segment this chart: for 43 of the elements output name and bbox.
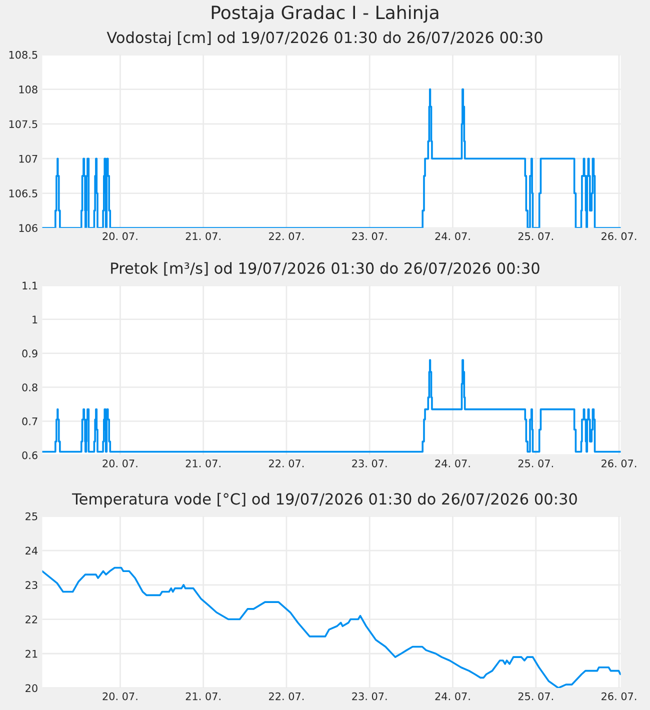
y-tick-label: 21 [26, 650, 38, 658]
x-tick-label: 26. 07. [602, 232, 636, 240]
x-tick-label: 23. 07. [352, 459, 387, 468]
y-tick-label: 106.5 [9, 189, 38, 198]
y-tick-label: 107 [19, 154, 38, 163]
x-tick-label: 23. 07. [352, 232, 387, 240]
x-tick-label: 26. 07. [602, 692, 636, 700]
chart-subtitle: Vodostaj [cm] od 19/07/2026 01:30 do 26/07/2026 00:30 [106, 31, 542, 46]
y-tick-label: 0.9 [22, 350, 38, 358]
y-tick-label: 0.8 [22, 383, 38, 392]
y-tick-label: 0.6 [22, 451, 38, 460]
y-tick-label: 1.1 [22, 282, 38, 290]
x-tick-label: 26. 07. [602, 459, 636, 468]
x-tick-label: 21. 07. [186, 692, 220, 700]
x-tick-label: 22. 07. [269, 459, 304, 468]
x-tick-label: 24. 07. [435, 232, 470, 240]
y-tick-label: 20 [26, 684, 38, 692]
y-tick-label: 23 [26, 581, 38, 590]
x-tick-label: 21. 07. [186, 232, 220, 240]
y-tick-label: 1 [32, 316, 38, 324]
y-tick-label: 24 [26, 546, 38, 554]
x-tick-label: 25. 07. [518, 692, 553, 700]
x-tick-label: 23. 07. [352, 692, 387, 700]
y-tick-label: 108 [19, 86, 38, 94]
x-tick-label: 22. 07. [269, 692, 304, 700]
y-tick-label: 22 [26, 615, 38, 624]
x-tick-label: 20. 07. [102, 232, 138, 240]
x-tick-label: 25. 07. [518, 459, 553, 468]
y-tick-label: 25 [26, 512, 38, 520]
x-tick-label: 20. 07. [102, 459, 138, 468]
x-tick-label: 22. 07. [269, 232, 304, 240]
y-tick-label: 108.5 [9, 50, 38, 59]
chart-title: Postaja Gradac I - Lahinja [212, 5, 438, 23]
y-tick-label: 107.5 [9, 120, 38, 128]
y-tick-label: 106 [19, 224, 38, 232]
x-tick-label: 21. 07. [186, 459, 220, 468]
x-tick-label: 24. 07. [435, 692, 470, 700]
x-tick-label: 25. 07. [518, 232, 553, 240]
y-tick-label: 0.7 [22, 417, 38, 426]
chart-title: Temperatura vode [°C] od 19/07/2026 01:30 do 26/07/2026 00:30 [72, 492, 577, 508]
x-tick-label: 24. 07. [435, 459, 470, 468]
x-tick-label: 20. 07. [102, 692, 138, 700]
chart-title: Pretok [m³/s] od 19/07/2026 01:30 do 26/07/2026 00:30 [111, 262, 540, 276]
